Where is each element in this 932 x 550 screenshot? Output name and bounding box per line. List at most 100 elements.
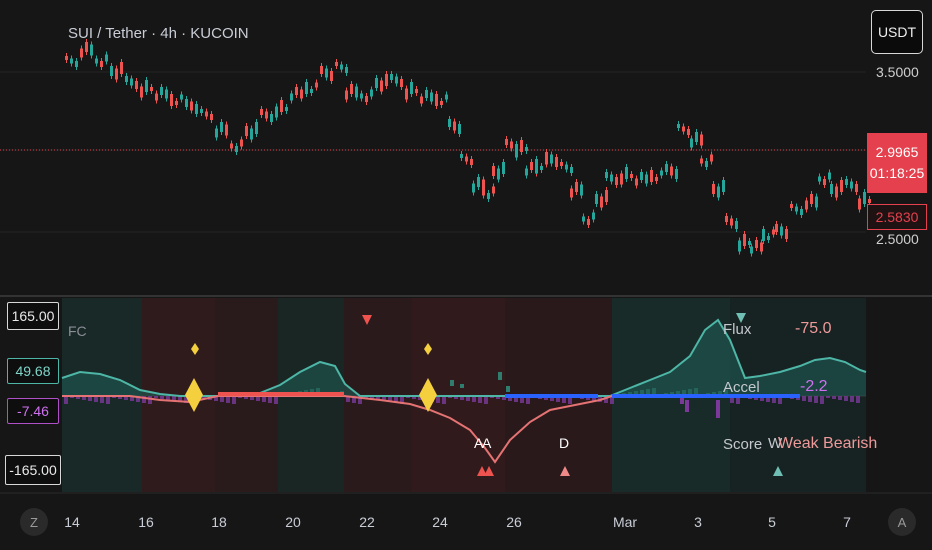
histogram-bar	[100, 396, 104, 403]
candle-body	[850, 181, 853, 189]
candle-body	[605, 190, 608, 202]
histogram-bar	[226, 396, 230, 403]
candle-body	[105, 54, 108, 62]
candle-body	[855, 184, 858, 192]
candle-body	[738, 240, 741, 252]
histogram-bar	[832, 396, 836, 399]
candle-body	[380, 80, 383, 92]
histogram-bar	[466, 396, 470, 401]
candle-body	[210, 114, 213, 120]
candle-body	[587, 219, 590, 225]
accel-value-tag: -7.46	[7, 398, 59, 424]
candle-body	[70, 58, 73, 64]
histogram-bar	[454, 396, 458, 399]
histogram-bar	[268, 396, 272, 403]
candle-body	[300, 89, 303, 99]
candle-body	[755, 240, 758, 248]
histogram-bar	[202, 396, 206, 399]
histogram-bar	[232, 396, 236, 404]
candle-body	[170, 94, 173, 106]
candle-body	[650, 170, 653, 182]
time-label-18: 18	[211, 514, 227, 530]
candle-body	[370, 89, 373, 97]
candle-body	[525, 147, 528, 151]
histogram-bar	[352, 396, 356, 403]
candle-body	[150, 87, 153, 91]
histogram-bar	[166, 396, 170, 400]
candle-body	[515, 146, 518, 158]
accel-label: Accel	[723, 379, 760, 396]
candle-body	[395, 76, 398, 84]
price-axis-bottom-label: 2.5000	[876, 231, 919, 247]
histogram-bar	[382, 396, 386, 401]
candle-body	[335, 62, 338, 66]
candle-body	[610, 174, 613, 182]
candle-body	[700, 158, 703, 164]
histogram-bar	[262, 396, 266, 402]
histogram-bar	[106, 396, 110, 404]
histogram-bar	[685, 400, 689, 412]
histogram-bar	[358, 396, 362, 404]
candle-body	[220, 122, 223, 132]
symbol-title: SUI / Tether · 4h · KUCOIN	[68, 25, 249, 42]
auto-scale-button[interactable]: A	[888, 508, 916, 536]
candle-body	[482, 190, 485, 196]
candle-body	[265, 111, 268, 119]
candle-body	[470, 159, 473, 165]
time-label-20: 20	[285, 514, 301, 530]
histogram-bar	[118, 396, 122, 399]
signal-up-triangle-d	[560, 466, 570, 476]
histogram-bar	[772, 396, 776, 403]
histogram-bar	[736, 396, 740, 404]
candle-body	[772, 229, 775, 235]
candle-body	[330, 71, 333, 81]
bar-countdown: 01:18:25	[869, 165, 925, 181]
candle-body	[575, 182, 578, 192]
histogram-bar	[250, 396, 254, 400]
histogram-bar	[526, 396, 530, 404]
candle-body	[345, 67, 348, 73]
score-value: Weak Bearish	[778, 435, 878, 452]
candle-body	[465, 156, 468, 162]
candle-body	[800, 209, 803, 215]
candle-body	[185, 99, 188, 107]
left-axis-button[interactable]: Z	[20, 508, 48, 536]
candle-body	[270, 114, 273, 122]
histogram-bar	[856, 396, 860, 403]
candle-body	[345, 90, 348, 100]
candle-body	[275, 106, 278, 118]
candle-body	[600, 196, 603, 208]
candle-body	[425, 90, 428, 98]
histogram-bar	[376, 396, 380, 400]
candle-body	[665, 164, 668, 172]
candle-body	[85, 42, 88, 52]
candle-body	[570, 188, 573, 198]
candle-body	[160, 87, 163, 95]
candle-body	[510, 141, 513, 149]
candle-body	[640, 172, 643, 180]
candle-body	[410, 82, 413, 94]
candle-body	[95, 58, 98, 64]
time-label-7: 7	[843, 514, 851, 530]
big-diamond-2	[419, 378, 437, 412]
candle-body	[350, 84, 353, 94]
currency-button[interactable]: USDT	[871, 10, 923, 54]
histogram-bar	[76, 396, 80, 399]
candle-body	[245, 126, 248, 136]
time-label-22: 22	[359, 514, 375, 530]
candle-body	[835, 186, 838, 198]
candle-body	[592, 212, 595, 220]
histogram-bar	[826, 396, 830, 398]
candle-body	[175, 101, 178, 105]
histogram-bar	[346, 396, 350, 402]
candlesticks	[65, 39, 871, 257]
candle-body	[110, 66, 113, 76]
candle-body	[477, 177, 480, 187]
candle-body	[472, 183, 475, 193]
small-diamond-1	[191, 343, 199, 355]
histogram-bar	[820, 396, 824, 404]
candle-body	[722, 180, 725, 192]
histogram-bar	[508, 396, 512, 401]
time-label-26: 26	[506, 514, 522, 530]
